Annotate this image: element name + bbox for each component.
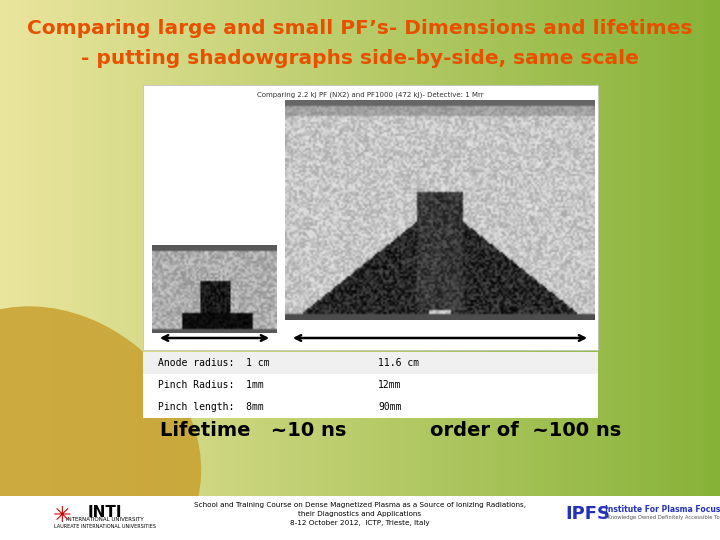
Text: IPFS: IPFS <box>565 505 610 523</box>
Text: 90mm: 90mm <box>378 402 402 412</box>
FancyBboxPatch shape <box>0 496 720 540</box>
Text: - putting shadowgraphs side-by-side, same scale: - putting shadowgraphs side-by-side, sam… <box>81 49 639 68</box>
Text: LAUREATE INTERNATIONAL UNIVERSITIES: LAUREATE INTERNATIONAL UNIVERSITIES <box>54 524 156 529</box>
Text: their Diagnostics and Applications: their Diagnostics and Applications <box>298 511 422 517</box>
Text: INTERNATIONAL UNIVERSITY: INTERNATIONAL UNIVERSITY <box>66 517 144 522</box>
Ellipse shape <box>0 306 201 540</box>
Text: ✳: ✳ <box>53 506 71 526</box>
Text: Institute For Plasma Focus Studies: Institute For Plasma Focus Studies <box>605 505 720 514</box>
Text: INTI: INTI <box>88 505 122 520</box>
Text: 12mm: 12mm <box>378 380 402 390</box>
Text: 8-12 October 2012,  ICTP, Trieste, Italy: 8-12 October 2012, ICTP, Trieste, Italy <box>290 520 430 526</box>
FancyBboxPatch shape <box>143 352 598 374</box>
Text: "Knowledge Owned Definitely Accessible To All": "Knowledge Owned Definitely Accessible T… <box>605 515 720 520</box>
FancyBboxPatch shape <box>143 85 598 350</box>
FancyBboxPatch shape <box>143 374 598 396</box>
Text: Comparing 2.2 kJ PF (NX2) and PF1000 (472 kJ)- Detective: 1 Mrr: Comparing 2.2 kJ PF (NX2) and PF1000 (47… <box>257 92 484 98</box>
Text: Pinch Radius:  1mm: Pinch Radius: 1mm <box>158 380 264 390</box>
Text: Lifetime   ~10 ns: Lifetime ~10 ns <box>160 421 346 440</box>
Text: 11.6 cm: 11.6 cm <box>378 358 419 368</box>
Text: order of  ~100 ns: order of ~100 ns <box>430 421 621 440</box>
Text: School and Training Course on Dense Magnetized Plasma as a Source of Ionizing Ra: School and Training Course on Dense Magn… <box>194 502 526 508</box>
Text: Pinch length:  8mm: Pinch length: 8mm <box>158 402 264 412</box>
Text: Anode radius:  1 cm: Anode radius: 1 cm <box>158 358 269 368</box>
FancyBboxPatch shape <box>143 396 598 418</box>
Text: Comparing large and small PF’s- Dimensions and lifetimes: Comparing large and small PF’s- Dimensio… <box>27 18 693 37</box>
